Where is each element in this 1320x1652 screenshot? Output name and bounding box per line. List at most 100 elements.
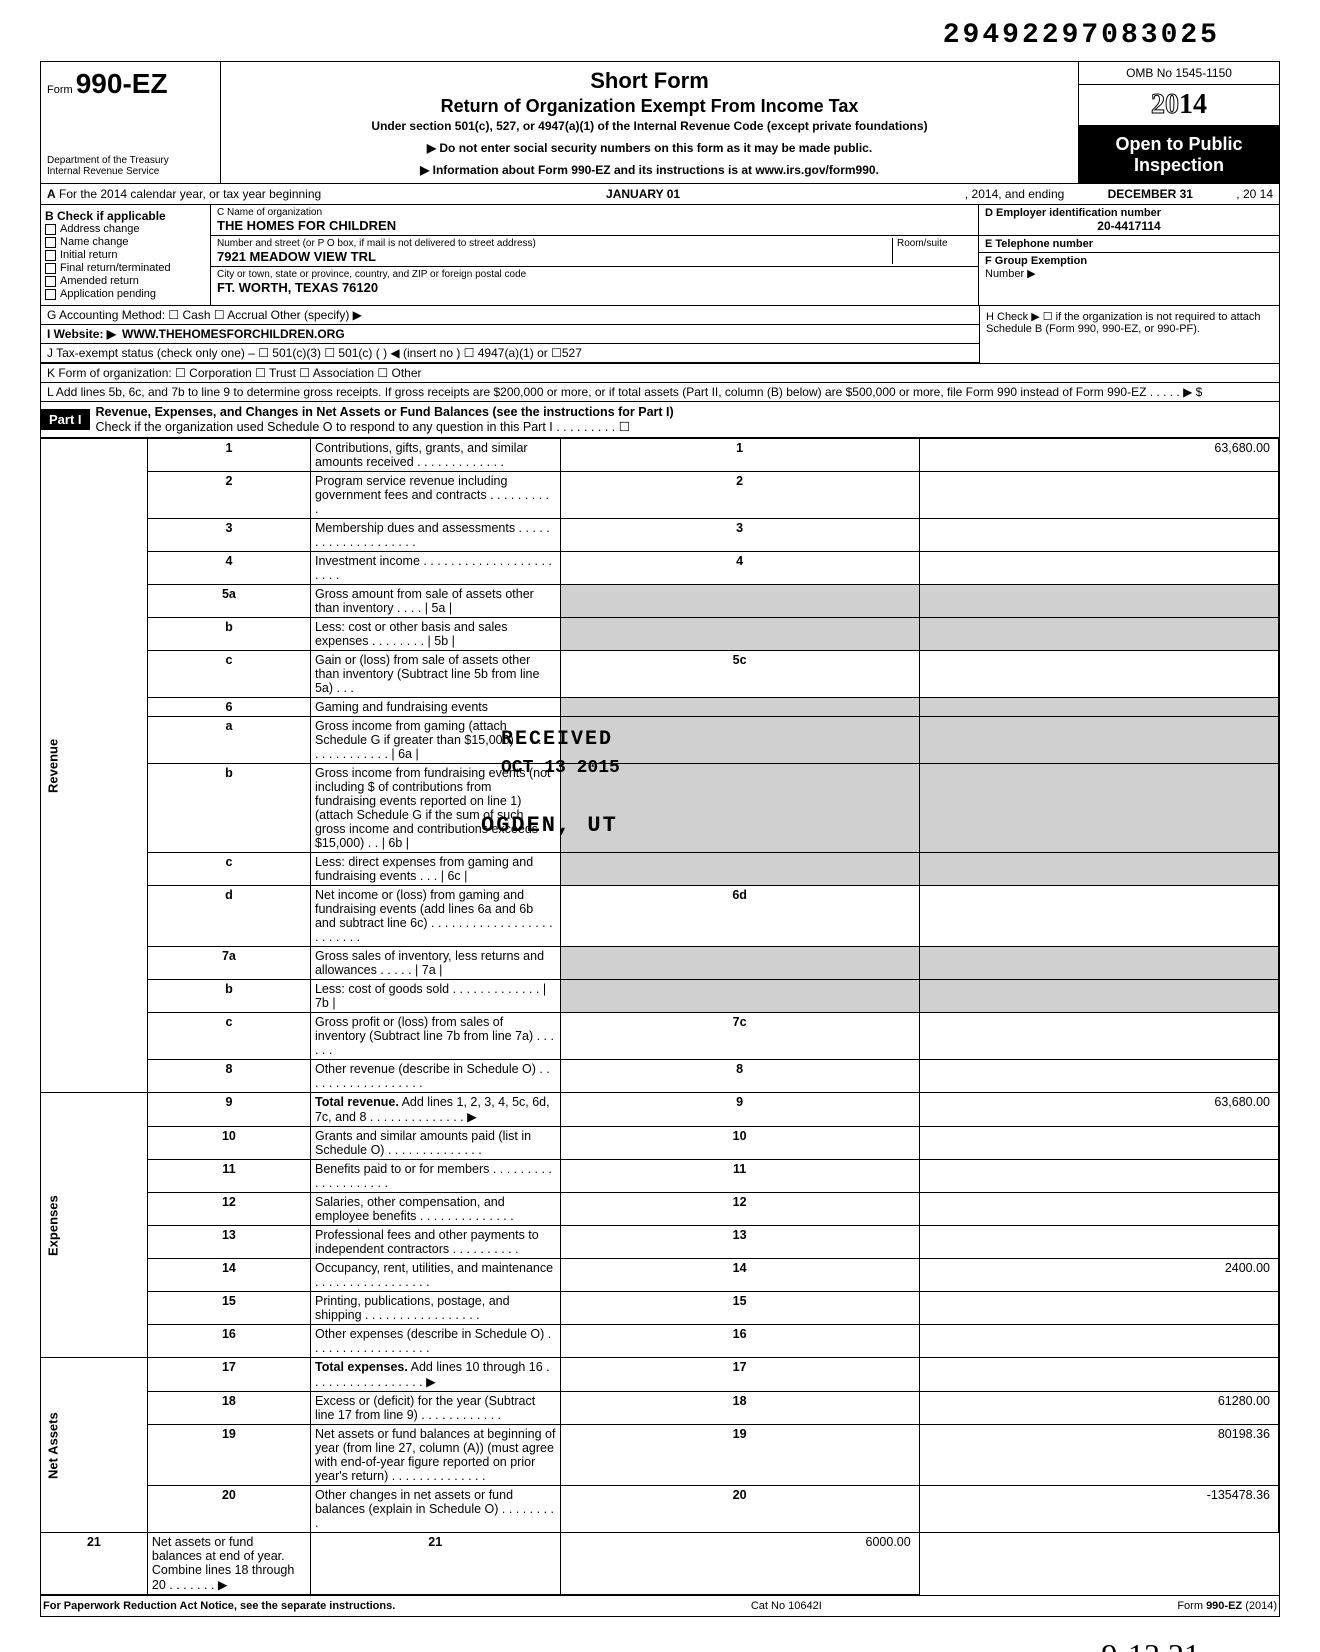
line-amount	[919, 1160, 1278, 1193]
line-number: 10	[147, 1127, 310, 1160]
table-row: 16Other expenses (describe in Schedule O…	[41, 1325, 1279, 1358]
chk-final-return[interactable]: Final return/terminated	[45, 262, 206, 274]
line-box: 7c	[560, 1013, 919, 1060]
line-box: 4	[560, 552, 919, 585]
handwritten-note: 9-13 21	[40, 1637, 1280, 1652]
dln-number: 29492297083025	[40, 20, 1280, 51]
chk-name-change[interactable]: Name change	[45, 236, 206, 248]
table-row: 13Professional fees and other payments t…	[41, 1226, 1279, 1259]
line-amount	[919, 1193, 1278, 1226]
line-desc: Gain or (loss) from sale of assets other…	[310, 651, 560, 698]
line-number: b	[147, 764, 310, 853]
line-amount	[919, 1292, 1278, 1325]
line-number: 21	[41, 1533, 147, 1595]
line-desc: Grants and similar amounts paid (list in…	[310, 1127, 560, 1160]
line-number: a	[147, 717, 310, 764]
line-amount: 80198.36	[919, 1425, 1278, 1486]
line-box: 18	[560, 1392, 919, 1425]
org-name-label: C Name of organization	[217, 207, 972, 218]
line-desc: Net assets or fund balances at end of ye…	[147, 1533, 310, 1595]
form-number: Form 990-EZ	[47, 68, 214, 100]
group-exempt-number: Number ▶	[985, 267, 1273, 280]
line-number: 17	[147, 1358, 310, 1392]
subtitle: Under section 501(c), 527, or 4947(a)(1)…	[231, 119, 1068, 133]
line-number: 12	[147, 1193, 310, 1226]
line-box: 10	[560, 1127, 919, 1160]
line-desc: Occupancy, rent, utilities, and maintena…	[310, 1259, 560, 1292]
line-box	[560, 618, 919, 651]
line-amount	[919, 1013, 1278, 1060]
line-amount	[919, 853, 1278, 886]
line-box: 20	[560, 1486, 919, 1533]
line-number: 14	[147, 1259, 310, 1292]
line-box	[560, 853, 919, 886]
line-desc: Program service revenue including govern…	[310, 472, 560, 519]
line-amount	[919, 552, 1278, 585]
line-number: 15	[147, 1292, 310, 1325]
line-amount: 63,680.00	[919, 1093, 1278, 1127]
table-row: bLess: cost of goods sold . . . . . . . …	[41, 980, 1279, 1013]
line-number: 18	[147, 1392, 310, 1425]
line-box: 9	[560, 1093, 919, 1127]
table-row: 7aGross sales of inventory, less returns…	[41, 947, 1279, 980]
chk-app-pending[interactable]: Application pending	[45, 288, 206, 300]
line-number: 16	[147, 1325, 310, 1358]
line-desc: Less: cost or other basis and sales expe…	[310, 618, 560, 651]
line-l: L Add lines 5b, 6c, and 7b to line 9 to …	[47, 385, 1202, 399]
line-desc: Excess or (deficit) for the year (Subtra…	[310, 1392, 560, 1425]
line-box	[560, 698, 919, 717]
line-desc: Benefits paid to or for members . . . . …	[310, 1160, 560, 1193]
line-desc: Less: cost of goods sold . . . . . . . .…	[310, 980, 560, 1013]
line-number: 1	[147, 439, 310, 472]
chk-initial-return[interactable]: Initial return	[45, 249, 206, 261]
line-desc: Professional fees and other payments to …	[310, 1226, 560, 1259]
line-desc: Investment income . . . . . . . . . . . …	[310, 552, 560, 585]
line-box	[560, 980, 919, 1013]
chk-amended-return[interactable]: Amended return	[45, 275, 206, 287]
footer-right: Form 990-EZ (2014)	[1177, 1600, 1277, 1612]
line-number: 19	[147, 1425, 310, 1486]
line-amount	[919, 1060, 1278, 1093]
line-amount	[919, 1325, 1278, 1358]
line-desc: Gaming and fundraising events	[310, 698, 560, 717]
line-number: d	[147, 886, 310, 947]
line-amount	[919, 519, 1278, 552]
line-box: 3	[560, 519, 919, 552]
line-number: c	[147, 1013, 310, 1060]
line-desc: Salaries, other compensation, and employ…	[310, 1193, 560, 1226]
side-label: Expenses	[41, 1093, 147, 1358]
dept-treasury: Department of the Treasury	[47, 155, 214, 166]
phone-label: E Telephone number	[985, 238, 1273, 250]
line-box: 1	[560, 439, 919, 472]
line-desc: Less: direct expenses from gaming and fu…	[310, 853, 560, 886]
line-desc: Total revenue. Add lines 1, 2, 3, 4, 5c,…	[310, 1093, 560, 1127]
line-amount	[919, 651, 1278, 698]
title-return: Return of Organization Exempt From Incom…	[231, 96, 1068, 117]
row-a-mid: , 2014, and ending	[959, 184, 1070, 204]
note-ssn: ▶ Do not enter social security numbers o…	[231, 141, 1068, 155]
table-row: 15Printing, publications, postage, and s…	[41, 1292, 1279, 1325]
chk-address-change[interactable]: Address change	[45, 223, 206, 235]
line-box	[560, 585, 919, 618]
line-number: b	[147, 618, 310, 651]
line-number: 6	[147, 698, 310, 717]
table-row: cGain or (loss) from sale of assets othe…	[41, 651, 1279, 698]
line-desc: Contributions, gifts, grants, and simila…	[310, 439, 560, 472]
stamp-location: OGDEN, UT	[481, 813, 618, 838]
line-box: 5c	[560, 651, 919, 698]
section-b-title: B Check if applicable	[45, 209, 206, 223]
line-desc: Printing, publications, postage, and shi…	[310, 1292, 560, 1325]
table-row: 6Gaming and fundraising events	[41, 698, 1279, 717]
website-label: I Website: ▶	[47, 327, 116, 341]
line-number: 20	[147, 1486, 310, 1533]
table-row: Revenue1Contributions, gifts, grants, an…	[41, 439, 1279, 472]
table-row: 3Membership dues and assessments . . . .…	[41, 519, 1279, 552]
line-amount	[919, 886, 1278, 947]
line-desc: Gross profit or (loss) from sales of inv…	[310, 1013, 560, 1060]
line-desc: Other revenue (describe in Schedule O) .…	[310, 1060, 560, 1093]
table-row: dNet income or (loss) from gaming and fu…	[41, 886, 1279, 947]
note-info: ▶ Information about Form 990-EZ and its …	[231, 163, 1068, 177]
line-desc: Net income or (loss) from gaming and fun…	[310, 886, 560, 947]
line-h: H Check ▶ ☐ if the organization is not r…	[986, 311, 1261, 335]
line-box: 11	[560, 1160, 919, 1193]
